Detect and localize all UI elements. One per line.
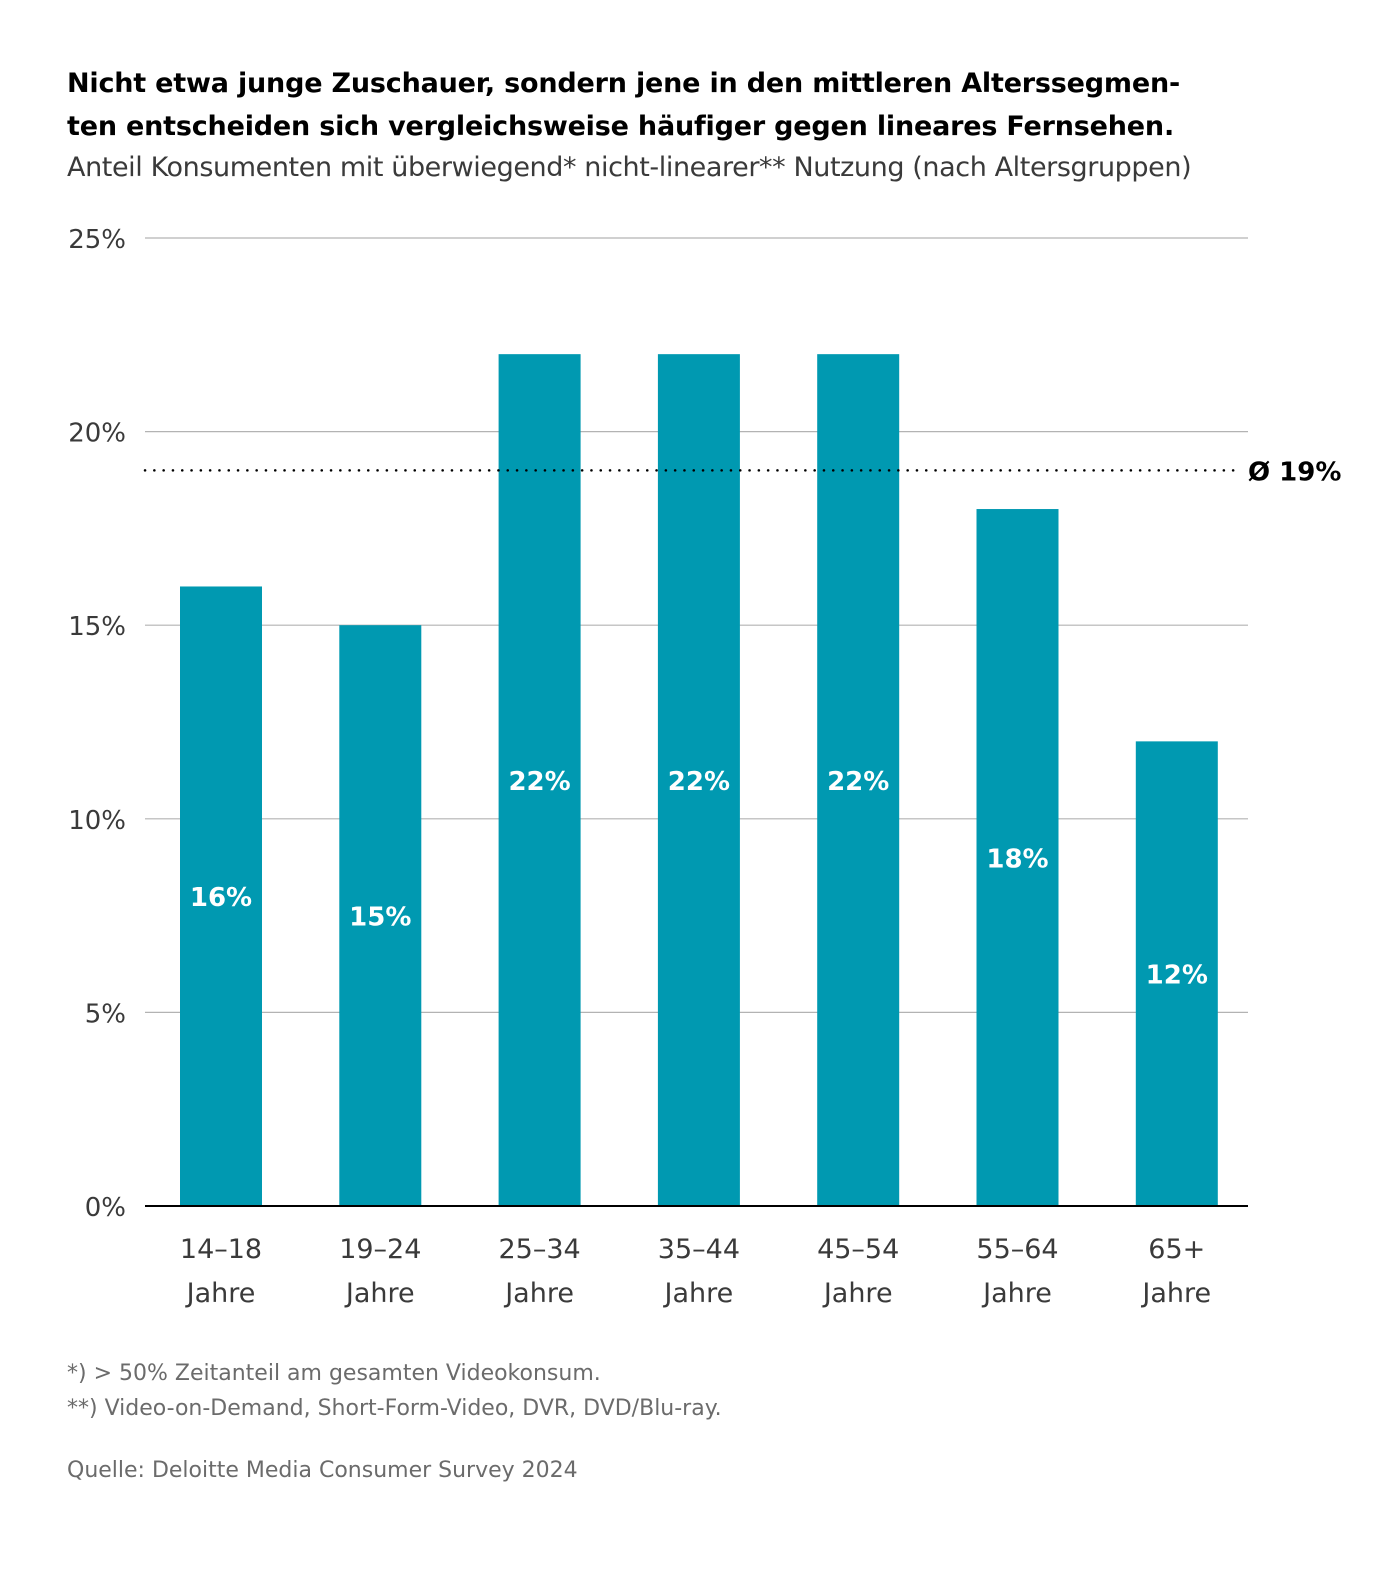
- source-note: Quelle: Deloitte Media Consumer Survey 2…: [67, 1458, 578, 1483]
- x-tick-label: 35–44: [658, 1234, 740, 1265]
- x-tick-label: 19–24: [339, 1234, 421, 1265]
- data-label: 18%: [986, 845, 1048, 875]
- bar-chart: 0% 5% 10% 15% 20% 25% 16% 14–18 Jahre 15% 19–24 Jah…: [68, 225, 1341, 1309]
- data-label: 12%: [1146, 961, 1208, 991]
- bar: [976, 509, 1059, 1206]
- data-label: 22%: [508, 767, 570, 797]
- x-tick-label: 25–34: [498, 1234, 580, 1265]
- y-tick-label: 0%: [85, 1193, 126, 1223]
- bar: [498, 354, 581, 1206]
- footnote-1: *) > 50% Zeitanteil am gesamten Videokon…: [67, 1361, 601, 1386]
- y-tick-label: 20%: [68, 419, 126, 449]
- bar: [817, 354, 900, 1206]
- x-tick-label: 65+: [1148, 1234, 1205, 1265]
- x-tick-label: Jahre: [503, 1278, 574, 1309]
- x-tick-label: Jahre: [822, 1278, 893, 1309]
- data-label: 22%: [668, 767, 730, 797]
- x-tick-label: Jahre: [981, 1278, 1052, 1309]
- y-tick-label: 15%: [68, 612, 126, 642]
- chart-title-line-1: Nicht etwa junge Zuschauer, sondern jene…: [67, 68, 1180, 99]
- x-tick-label: 14–18: [180, 1234, 262, 1265]
- chart-subtitle: Anteil Konsumenten mit überwiegend* nich…: [67, 152, 1192, 183]
- data-label: 22%: [827, 767, 889, 797]
- y-tick-label: 10%: [68, 806, 126, 836]
- data-label: 15%: [349, 903, 411, 933]
- bar: [180, 586, 262, 1206]
- x-tick-label: Jahre: [1140, 1278, 1211, 1309]
- chart-title: Nicht etwa junge Zuschauer, sondern jene…: [67, 62, 1247, 148]
- average-label: Ø 19%: [1248, 457, 1341, 487]
- x-tick-label: Jahre: [185, 1278, 256, 1309]
- footnotes: *) > 50% Zeitanteil am gesamten Videokon…: [67, 1356, 722, 1426]
- bar: [1135, 741, 1218, 1206]
- chart-title-line-2: ten entscheiden sich vergleichsweise häu…: [67, 111, 1174, 142]
- x-tick-label: 55–64: [976, 1234, 1058, 1265]
- x-tick-label: Jahre: [663, 1278, 734, 1309]
- data-label: 16%: [190, 883, 252, 913]
- y-tick-label: 25%: [68, 225, 126, 255]
- bar: [339, 625, 422, 1206]
- y-tick-label: 5%: [85, 999, 126, 1029]
- x-tick-label: 45–54: [817, 1234, 899, 1265]
- bar: [657, 354, 740, 1206]
- footnote-2: **) Video-on-Demand, Short-Form-Video, D…: [67, 1396, 722, 1421]
- x-tick-label: Jahre: [344, 1278, 415, 1309]
